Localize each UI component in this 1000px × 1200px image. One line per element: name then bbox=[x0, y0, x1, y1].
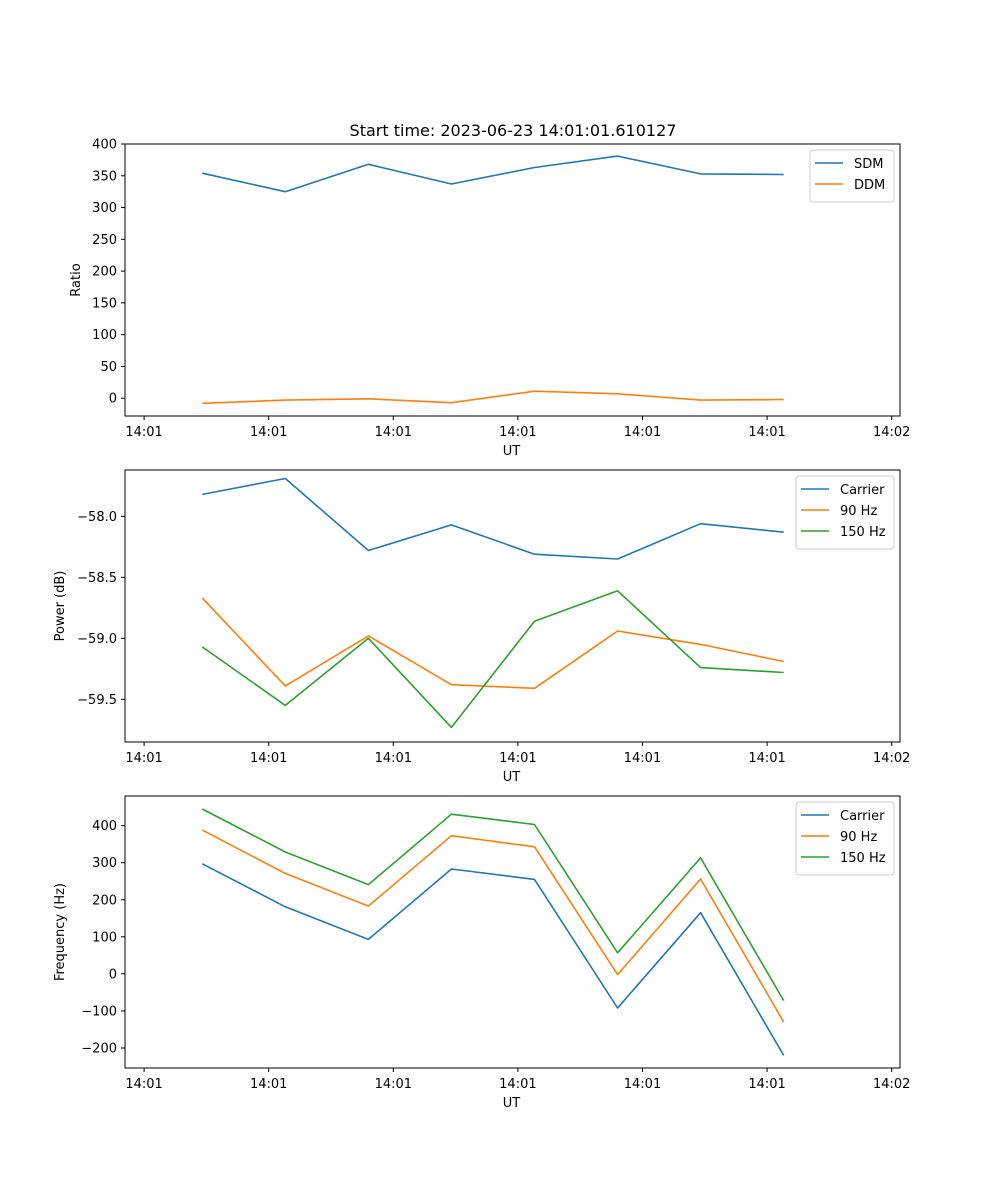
y-axis-label: Ratio bbox=[69, 263, 84, 296]
x-tick-label: 14:01 bbox=[748, 1077, 785, 1092]
x-tick-label: 14:01 bbox=[250, 1077, 287, 1092]
legend: Carrier 90 Hz 150 Hz bbox=[795, 475, 895, 550]
axes-frame bbox=[124, 795, 901, 1069]
x-tick-label: 14:01 bbox=[499, 425, 536, 440]
x-tick-label: 14:01 bbox=[499, 1077, 536, 1092]
x-tick-label: 14:01 bbox=[624, 1077, 661, 1092]
series-line-2-3 bbox=[201, 589, 784, 729]
y-tick-label: 350 bbox=[92, 169, 117, 184]
y-tick-label: 150 bbox=[92, 296, 117, 311]
x-axis-label: UT bbox=[503, 444, 521, 459]
axes-frame bbox=[124, 469, 901, 743]
legend-entry: 150 Hz bbox=[840, 851, 886, 866]
x-tick-label: 14:01 bbox=[499, 751, 536, 766]
y-tick-label: 250 bbox=[92, 233, 117, 248]
y-tick-label: 200 bbox=[92, 265, 117, 280]
y-tick-label: 300 bbox=[92, 856, 117, 871]
legend-entry: SDM bbox=[854, 157, 883, 172]
legend-entry: DDM bbox=[854, 178, 885, 193]
y-tick-label: −58.0 bbox=[77, 510, 117, 525]
x-tick-label: 14:02 bbox=[873, 1077, 910, 1092]
x-tick-label: 14:01 bbox=[624, 751, 661, 766]
subplot-3: 14:01 14:01 14:01 14:01 14:01 14:01 14:02 −200 −… bbox=[53, 795, 910, 1111]
x-tick-label: 14:01 bbox=[375, 751, 412, 766]
series-line-1-1 bbox=[202, 155, 784, 193]
y-tick-label: −59.5 bbox=[77, 693, 117, 708]
y-tick-label: 50 bbox=[100, 360, 117, 375]
x-tick-label: 14:01 bbox=[375, 1077, 412, 1092]
y-axis-label: Frequency (Hz) bbox=[53, 883, 68, 981]
y-tick-label: 100 bbox=[92, 930, 117, 945]
legend-entry: 150 Hz bbox=[840, 525, 886, 540]
x-tick-label: 14:01 bbox=[748, 425, 785, 440]
y-tick-label: 0 bbox=[109, 967, 117, 982]
y-tick-label: 300 bbox=[92, 201, 117, 216]
x-tick-label: 14:01 bbox=[125, 425, 162, 440]
legend-entry: 90 Hz bbox=[840, 830, 877, 845]
legend: SDM DDM bbox=[809, 149, 895, 203]
x-tick-label: 14:01 bbox=[624, 425, 661, 440]
axes-frame bbox=[124, 143, 901, 417]
series-line-3-1 bbox=[201, 863, 785, 1056]
subplot-2: 14:01 14:01 14:01 14:01 14:01 14:01 14:02 −58.0… bbox=[53, 469, 910, 785]
x-tick-label: 14:01 bbox=[125, 751, 162, 766]
y-tick-label: 400 bbox=[92, 819, 117, 834]
legend-entry: Carrier bbox=[840, 809, 885, 824]
y-tick-label: −100 bbox=[81, 1004, 117, 1019]
x-tick-label: 14:01 bbox=[125, 1077, 162, 1092]
x-tick-label: 14:02 bbox=[873, 751, 910, 766]
series-line-1-2 bbox=[202, 390, 784, 405]
series-line-3-2 bbox=[201, 829, 785, 1023]
legend-entry: 90 Hz bbox=[840, 504, 877, 519]
x-tick-label: 14:01 bbox=[748, 751, 785, 766]
y-axis-label: Power (dB) bbox=[53, 571, 68, 642]
x-axis-label: UT bbox=[503, 1096, 521, 1111]
y-tick-label: −59.0 bbox=[77, 632, 117, 647]
series-line-3-3 bbox=[201, 808, 785, 1002]
axes-root: 14:01 14:01 14:01 14:01 14:01 14:01 14:02 0 50 10… bbox=[53, 138, 910, 1112]
x-tick-label: 14:02 bbox=[873, 425, 910, 440]
x-axis-label: UT bbox=[503, 770, 521, 785]
series-line-2-1 bbox=[202, 477, 784, 560]
y-tick-label: 200 bbox=[92, 893, 117, 908]
series-line-2-2 bbox=[201, 597, 784, 690]
y-tick-label: 400 bbox=[92, 138, 117, 153]
subplot-1: 14:01 14:01 14:01 14:01 14:01 14:01 14:02 0 50 10… bbox=[69, 138, 910, 460]
y-tick-label: 100 bbox=[92, 328, 117, 343]
x-tick-label: 14:01 bbox=[375, 425, 412, 440]
y-tick-label: −58.5 bbox=[77, 571, 117, 586]
x-tick-label: 14:01 bbox=[250, 751, 287, 766]
figure-title: Start time: 2023-06-23 14:01:01.610127 bbox=[350, 121, 677, 140]
legend-entry: Carrier bbox=[840, 483, 885, 498]
legend: Carrier 90 Hz 150 Hz bbox=[795, 801, 895, 876]
x-tick-label: 14:01 bbox=[250, 425, 287, 440]
y-tick-label: −200 bbox=[81, 1041, 117, 1056]
y-tick-label: 0 bbox=[109, 392, 117, 407]
